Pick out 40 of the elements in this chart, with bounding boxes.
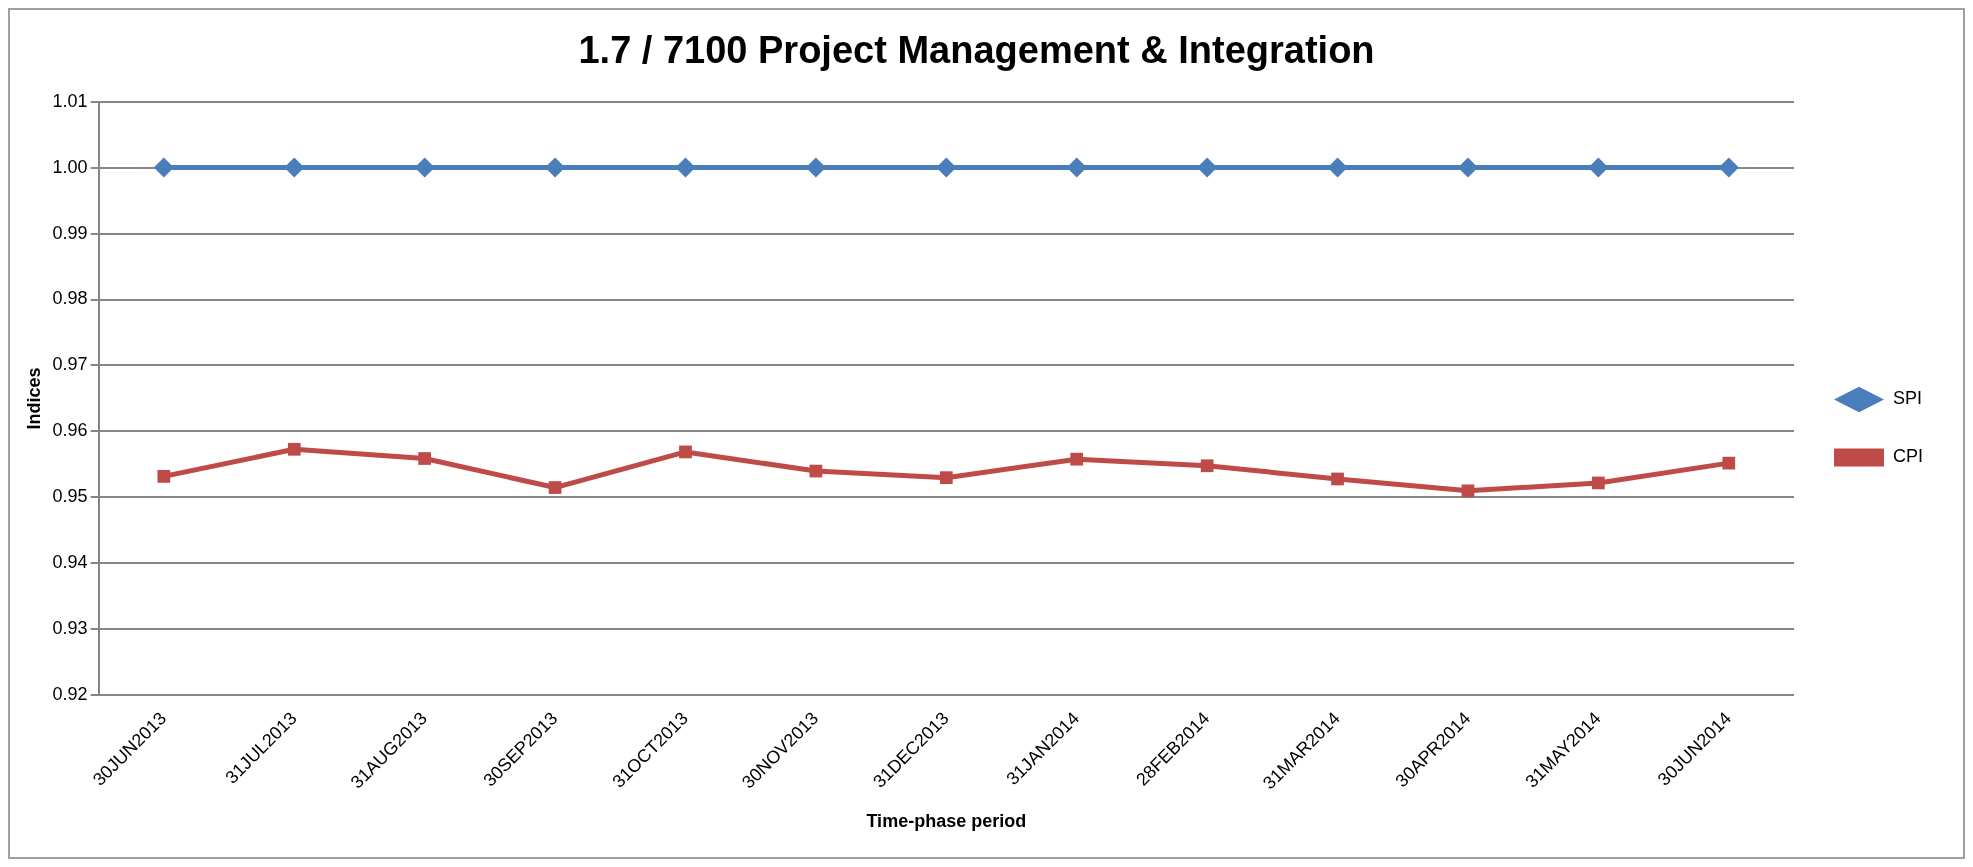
point — [1070, 452, 1084, 466]
point — [414, 157, 435, 178]
y-axis-title: Indices — [23, 367, 44, 430]
point — [548, 481, 562, 494]
chart-title: 1.7 / 7100 Project Management & Integration — [578, 29, 1375, 72]
y-tick-label: 0.98 — [52, 288, 88, 309]
point — [1066, 157, 1087, 178]
y-tick-label: 1.01 — [52, 90, 88, 111]
y-tick-label: 0.92 — [52, 684, 88, 705]
y-tick-label: 0.96 — [52, 420, 88, 441]
y-tick-label: 0.97 — [52, 354, 88, 375]
legend-label: SPI — [1892, 388, 1923, 409]
point — [1461, 484, 1475, 498]
point — [1327, 157, 1348, 178]
point — [1592, 476, 1605, 490]
point — [1331, 472, 1344, 486]
point — [284, 157, 305, 178]
y-tick-label: 0.99 — [52, 222, 88, 243]
point — [936, 157, 957, 178]
y-tick-label: 0.95 — [52, 486, 88, 507]
point — [1197, 157, 1218, 178]
legend-label: CPI — [1892, 446, 1924, 467]
point — [153, 157, 174, 178]
y-tick-label: 0.94 — [52, 552, 88, 573]
y-tick-label: 0.93 — [52, 618, 88, 639]
point — [157, 469, 171, 483]
point — [805, 157, 826, 178]
point — [1588, 157, 1609, 178]
point — [418, 452, 432, 465]
x-axis-title: Time-phase period — [866, 811, 1027, 832]
y-tick-label: 1.00 — [52, 156, 88, 177]
point — [939, 471, 953, 485]
point — [287, 442, 301, 456]
point — [1457, 157, 1478, 178]
point — [679, 445, 692, 459]
point — [1722, 456, 1736, 470]
point — [1718, 157, 1739, 178]
point — [545, 157, 566, 178]
point — [675, 157, 696, 178]
point — [1200, 459, 1214, 473]
